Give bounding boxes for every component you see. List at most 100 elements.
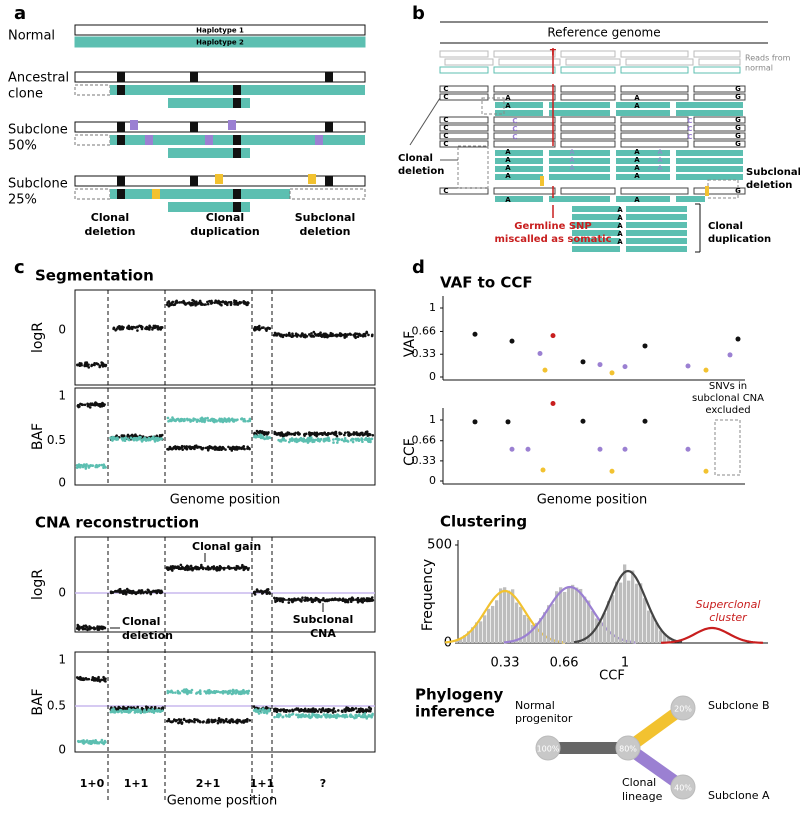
data-point [243,417,246,421]
line [409,97,441,146]
label: 20% [674,705,692,714]
data-point [309,596,313,600]
mutation [233,85,241,95]
data-point [332,707,336,710]
read [560,66,616,74]
data-point [357,714,360,718]
label: Frequency [420,559,436,631]
data-point [248,419,252,423]
read [549,174,610,180]
data-point [597,446,603,452]
data-point [318,432,322,435]
plot-frame [74,387,376,486]
data-point [727,352,733,358]
label: C [443,124,448,132]
data-point [246,568,250,571]
data-point [213,445,217,449]
label: Clonal gain [192,540,261,553]
data-point [193,718,196,721]
read [549,150,610,156]
data-point [597,362,603,368]
label: A [617,214,623,222]
haplotype-bar [74,24,366,36]
label: excluded [705,405,750,416]
data-point [320,333,324,337]
histogram-bar [599,621,603,643]
data-point [222,447,225,450]
label: Clonal [206,211,244,224]
data-point [303,714,307,718]
data-point [165,719,169,723]
data-point [100,738,104,742]
label: Ancestral [8,71,69,86]
data-point [282,438,286,442]
mutation [152,189,160,199]
data-point [354,707,358,710]
data-point [343,433,346,437]
label: Subclone A [708,789,770,802]
data-point [292,438,295,441]
data-point [180,721,184,724]
data-point [91,464,95,467]
data-point [343,438,347,442]
histogram-bar [647,610,651,643]
label: C [512,125,517,133]
read [676,158,743,164]
data-point [98,364,102,367]
data-point [306,438,310,442]
label: Genome position [167,794,278,809]
histogram-bar [663,633,667,643]
label: 0.33 [412,454,437,467]
data-point [160,326,164,329]
read [616,196,670,202]
read [626,246,687,252]
data-point [212,720,216,724]
data-point [323,432,327,436]
data-point [287,601,291,604]
data-point [101,361,104,365]
data-point [305,335,309,338]
data-point [244,419,247,423]
data-point [318,708,321,711]
data-point [239,446,243,450]
data-point [268,436,272,440]
data-point [280,333,283,336]
data-point [182,688,186,691]
data-point [141,438,145,441]
data-point [300,600,303,603]
data-point [100,678,104,682]
data-point [75,466,79,469]
data-point [184,303,187,306]
deleted-region [457,145,489,189]
data-point [327,436,330,439]
data-point [176,417,180,421]
data-point [350,714,353,717]
data-point [209,446,213,450]
data-point [371,333,374,337]
data-point [94,464,98,468]
histogram-bar [667,637,671,643]
data-point [347,333,350,336]
label: Subclone [8,123,68,138]
data-point [295,713,298,717]
data-point [86,628,89,632]
data-point [150,710,154,714]
data-point [240,417,243,421]
data-point [146,327,150,331]
data-point [81,465,85,469]
data-point [225,420,228,423]
data-point [321,708,324,712]
histogram-bar [535,622,539,643]
data-point [161,706,165,709]
data-point [179,563,183,567]
data-point [325,715,329,718]
read [560,132,616,140]
data-point [303,433,306,436]
data-point [351,437,354,441]
label: A [634,164,640,172]
histogram-bar [527,617,531,643]
label: cluster [709,611,748,624]
label: C [443,116,448,124]
data-point [160,433,164,437]
histogram-bar [619,582,623,643]
